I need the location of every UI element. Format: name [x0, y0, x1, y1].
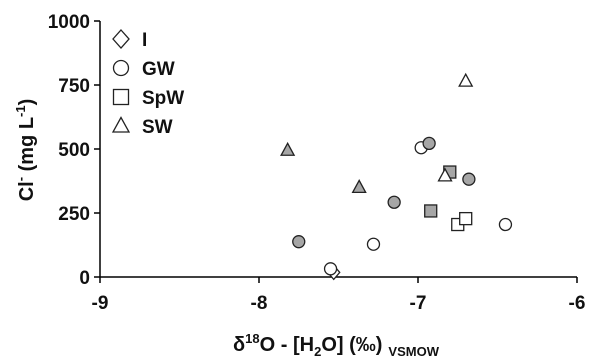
x-tick-label: -9: [92, 293, 109, 314]
y-title-sup1: -: [13, 177, 28, 181]
legend-label: SpW: [142, 88, 184, 109]
y-ticks: 0 250 500 750 1000: [48, 12, 100, 289]
data-point-gw: [498, 217, 513, 232]
y-tick-label: 1000: [48, 12, 90, 33]
data-point-sw: [280, 141, 296, 156]
x-title-sub2: 2: [314, 344, 321, 359]
y-tick-label: 0: [79, 268, 90, 289]
legend-square-icon: [112, 88, 130, 106]
y-tick-label: 500: [58, 140, 90, 161]
x-title-sup: 18: [245, 331, 259, 346]
data-points: [280, 72, 513, 281]
data-point-gw: [422, 136, 436, 151]
legend-label: I: [142, 30, 147, 51]
x-axis-title: δ18O - [H2O] (‰) VSMOW: [233, 331, 440, 359]
x-tick-label: -7: [410, 293, 427, 314]
data-point-gw: [366, 237, 381, 251]
data-point-sw: [458, 72, 474, 87]
legend-triangle-icon: [111, 116, 131, 133]
legend-label: SW: [142, 117, 173, 138]
y-title-end: ): [16, 99, 38, 106]
x-title-subscript: VSMOW: [388, 344, 439, 359]
legend-circle-icon: [112, 59, 130, 77]
y-title-main: Cl: [16, 181, 38, 201]
data-point-gw: [323, 262, 338, 276]
x-title-mid: O - [H: [260, 334, 314, 356]
legend-label: GW: [142, 59, 175, 80]
x-title-end: O] (‰): [321, 334, 382, 356]
data-point-sw: [351, 179, 367, 194]
y-tick-label: 250: [58, 204, 90, 225]
data-point-sw: [437, 167, 453, 182]
x-title-main: δ: [233, 334, 245, 356]
y-title-sup2: -1: [13, 105, 28, 117]
data-point-spw: [459, 211, 473, 226]
x-tick-label: -8: [251, 293, 268, 314]
data-point-gw: [387, 195, 401, 209]
x-tick-label: -6: [569, 293, 586, 314]
data-point-gw: [292, 235, 306, 249]
x-ticks: -9 -8 -7 -6: [92, 277, 586, 314]
y-title-mid: (mg L: [16, 117, 38, 177]
legend: I GW SpW SW: [111, 29, 184, 138]
y-axis-title: Cl- (mg L-1): [13, 99, 38, 202]
data-point-gw: [462, 172, 476, 186]
data-point-spw: [424, 204, 438, 218]
legend-diamond-icon: [112, 29, 130, 49]
y-tick-label: 750: [58, 76, 90, 97]
